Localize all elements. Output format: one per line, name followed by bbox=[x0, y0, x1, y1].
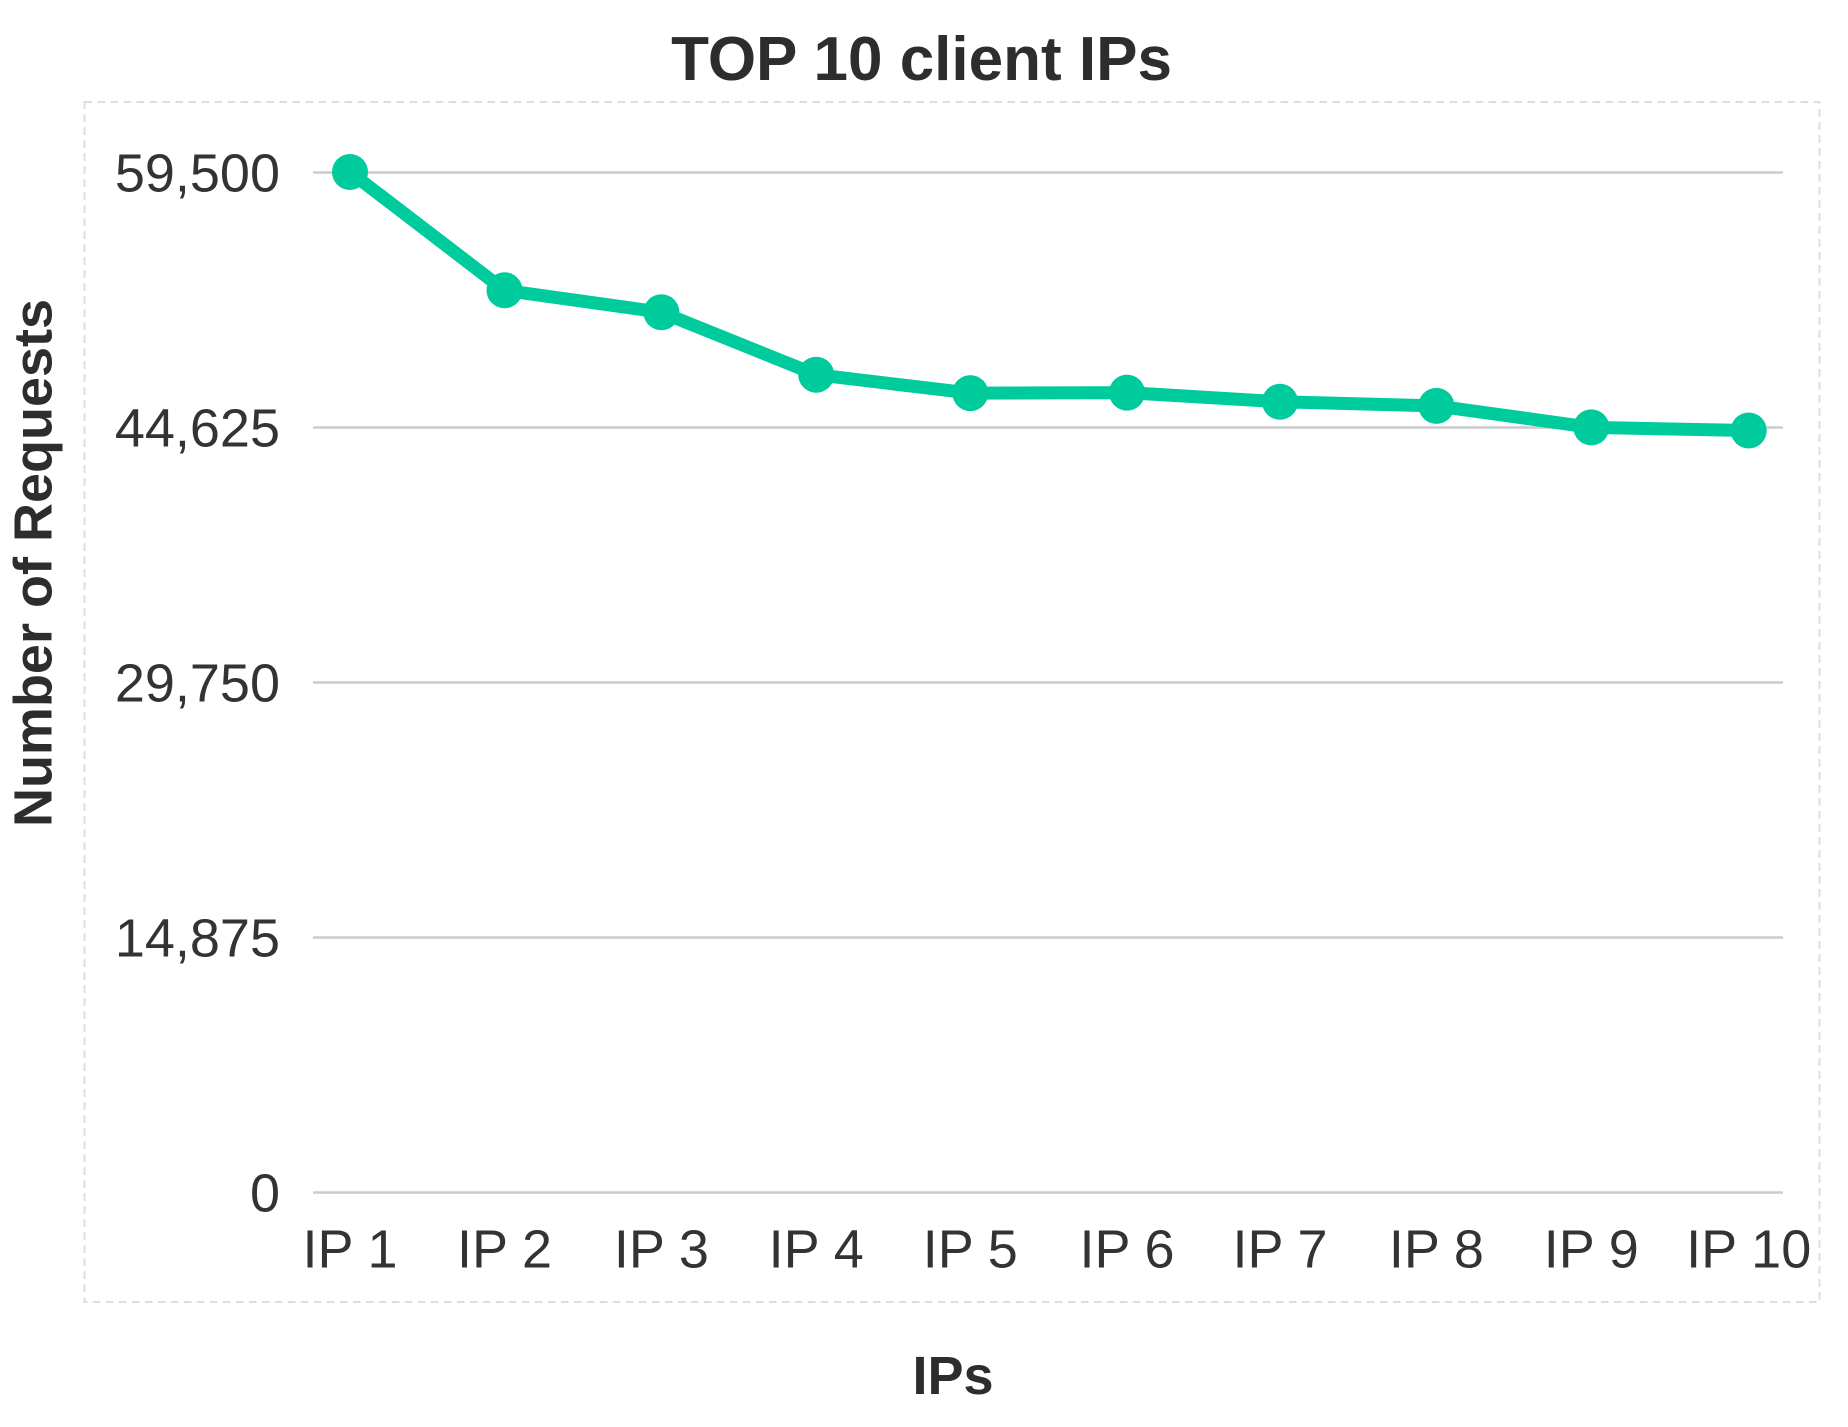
svg-text:44,625: 44,625 bbox=[115, 398, 280, 458]
svg-text:IP 1: IP 1 bbox=[302, 1220, 397, 1280]
svg-text:IP 3: IP 3 bbox=[614, 1220, 709, 1280]
svg-text:TOP 10 client IPs: TOP 10 client IPs bbox=[671, 25, 1172, 94]
svg-text:IP 5: IP 5 bbox=[923, 1220, 1018, 1280]
svg-text:IP 7: IP 7 bbox=[1232, 1220, 1327, 1280]
svg-text:IPs: IPs bbox=[912, 1346, 993, 1406]
svg-text:IP 2: IP 2 bbox=[457, 1220, 552, 1280]
svg-text:0: 0 bbox=[250, 1163, 280, 1223]
svg-text:IP 4: IP 4 bbox=[769, 1220, 864, 1280]
svg-text:IP 10: IP 10 bbox=[1686, 1220, 1811, 1280]
svg-text:IP 9: IP 9 bbox=[1544, 1220, 1639, 1280]
svg-text:IP 6: IP 6 bbox=[1079, 1220, 1174, 1280]
svg-text:Number of Requests: Number of Requests bbox=[4, 299, 64, 827]
svg-text:59,500: 59,500 bbox=[115, 143, 280, 203]
svg-text:29,750: 29,750 bbox=[115, 653, 280, 713]
svg-text:IP 8: IP 8 bbox=[1389, 1220, 1484, 1280]
svg-text:14,875: 14,875 bbox=[115, 908, 280, 968]
